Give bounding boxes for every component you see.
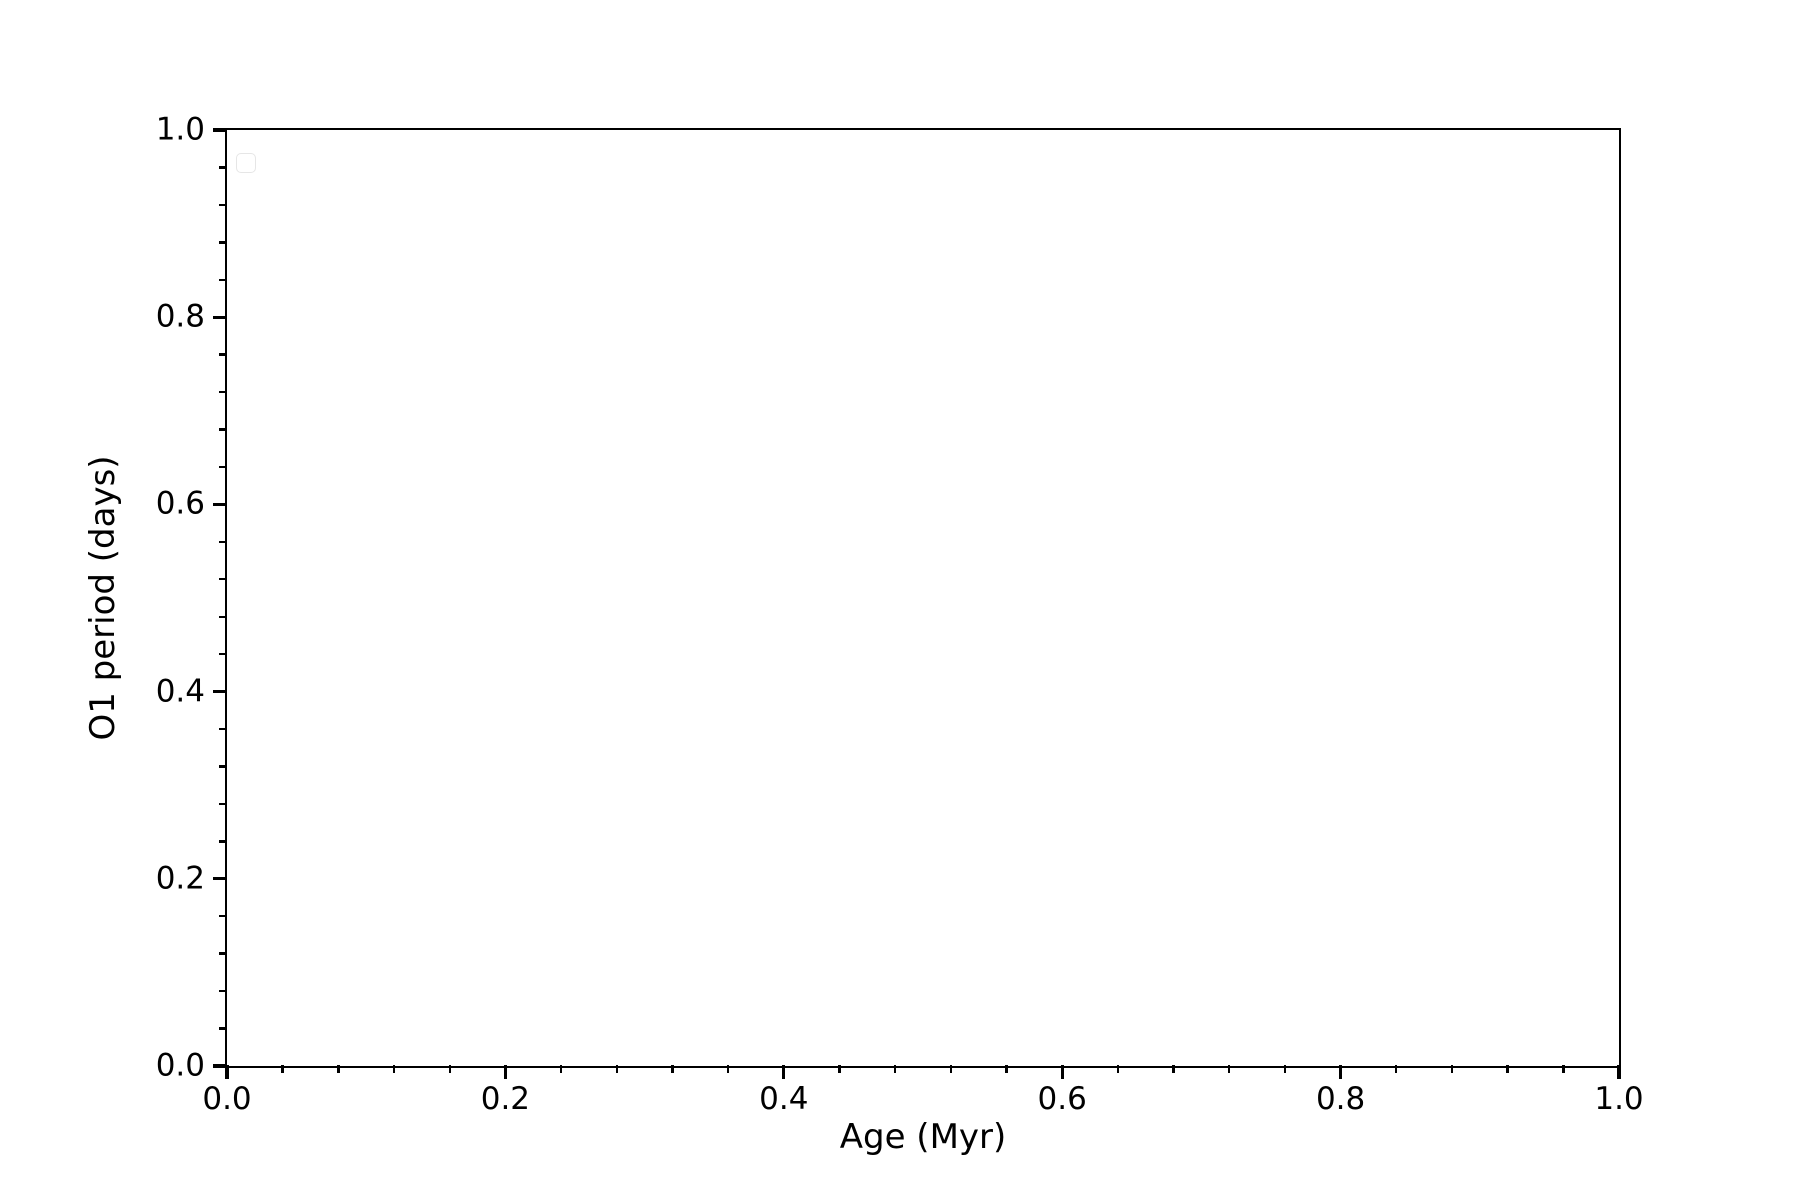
y-tick-label: 0.0 <box>155 1047 205 1084</box>
x-tick-minor <box>1283 1065 1287 1073</box>
x-tick-minor <box>1562 1065 1565 1073</box>
y-tick-minor <box>219 652 227 656</box>
y-tick-minor <box>219 989 227 993</box>
x-tick-minor <box>337 1065 340 1073</box>
y-tick-label: 0.8 <box>155 298 205 335</box>
y-tick-label: 0.2 <box>155 860 205 897</box>
x-tick-label: 0.4 <box>759 1081 809 1117</box>
x-tick-label: 0.8 <box>1315 1081 1366 1117</box>
x-tick-major <box>782 1065 786 1079</box>
y-tick-major <box>213 315 227 319</box>
x-tick-minor <box>615 1065 618 1073</box>
y-tick-minor <box>219 166 227 169</box>
x-tick-major <box>1617 1065 1621 1079</box>
y-tick-major <box>213 502 227 506</box>
x-tick-minor <box>281 1065 284 1073</box>
x-tick-label: 1.0 <box>1594 1081 1644 1117</box>
y-tick-minor <box>219 540 227 544</box>
x-tick-minor <box>949 1065 953 1073</box>
y-tick-minor <box>219 1027 227 1030</box>
y-tick-minor <box>219 727 227 731</box>
x-tick-minor <box>726 1065 730 1073</box>
y-tick-minor <box>219 241 227 244</box>
x-tick-minor <box>1395 1065 1398 1073</box>
x-tick-minor <box>448 1065 451 1073</box>
y-tick-major <box>213 690 227 694</box>
x-tick-minor <box>671 1065 674 1073</box>
x-tick-minor <box>559 1065 563 1073</box>
legend-box[interactable] <box>236 153 256 173</box>
x-tick-minor <box>1450 1065 1454 1073</box>
x-tick-minor <box>1506 1065 1509 1073</box>
y-tick-label: 0.6 <box>155 485 205 522</box>
y-tick-minor <box>219 428 227 431</box>
y-tick-minor <box>219 615 227 618</box>
y-tick-label: 1.0 <box>155 111 205 148</box>
x-tick-major <box>1339 1065 1343 1079</box>
x-tick-minor <box>392 1065 396 1073</box>
y-tick-minor <box>219 915 227 918</box>
y-tick-minor <box>219 952 227 955</box>
x-tick-label: 0.2 <box>480 1081 531 1117</box>
x-tick-label: 0.0 <box>202 1081 252 1117</box>
x-tick-minor <box>838 1065 841 1073</box>
x-tick-minor <box>1228 1065 1231 1073</box>
x-tick-minor <box>1172 1065 1175 1073</box>
y-tick-label: 0.4 <box>155 673 205 710</box>
y-tick-minor <box>219 465 227 469</box>
y-tick-minor <box>219 802 227 806</box>
y-tick-minor <box>219 353 227 356</box>
y-tick-major <box>213 1064 227 1068</box>
y-tick-minor <box>219 390 227 394</box>
x-tick-major <box>1060 1065 1064 1079</box>
y-tick-minor <box>219 203 227 207</box>
x-tick-minor <box>893 1065 897 1073</box>
y-tick-minor <box>219 840 227 843</box>
y-axis-label-text: O1 period (days) <box>83 455 123 741</box>
plot-area: 0.0 0.2 0.4 0.6 0.8 1.0 0.0 0.2 0.4 0.6 0.8 1.0 <box>156 114 1644 1115</box>
x-axis-label: Age (Myr) <box>839 1117 1007 1157</box>
y-tick-major <box>213 877 227 881</box>
y-tick-minor <box>219 765 227 768</box>
y-tick-minor <box>219 278 227 281</box>
x-tick-label: 0.6 <box>1037 1081 1087 1117</box>
y-tick-major <box>213 128 227 132</box>
x-tick-major <box>225 1065 229 1079</box>
x-tick-minor <box>1116 1065 1120 1073</box>
x-tick-minor <box>1005 1065 1008 1073</box>
y-tick-minor <box>219 578 227 581</box>
x-tick-major <box>503 1065 507 1079</box>
